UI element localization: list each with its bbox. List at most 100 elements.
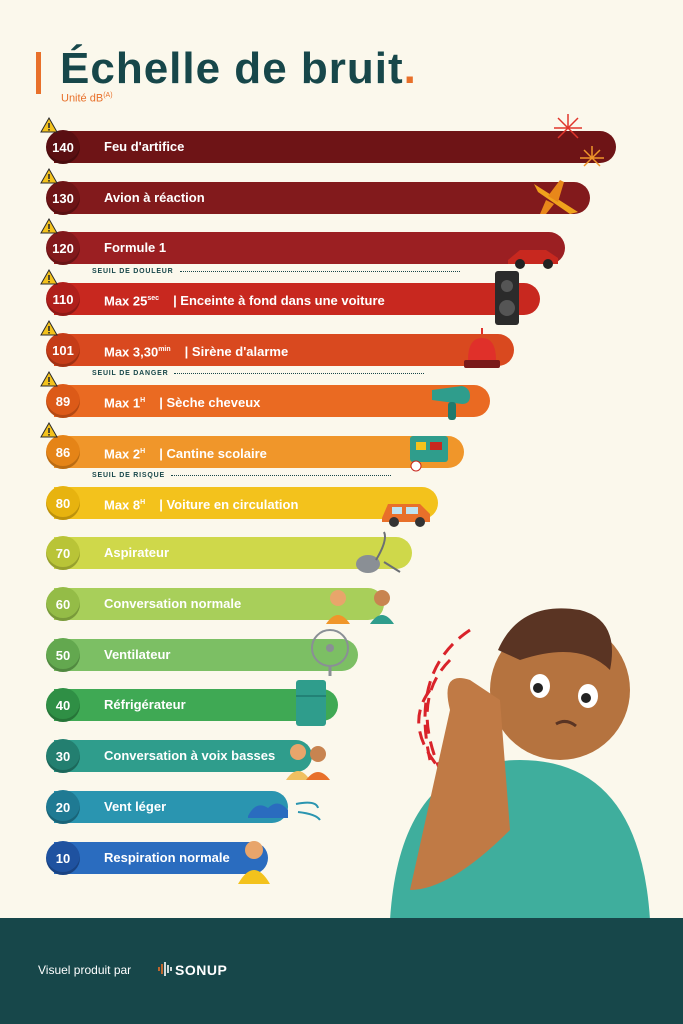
- page-title: Échelle de bruit.: [60, 44, 417, 93]
- noise-source-detail: | Voiture en circulation: [159, 497, 299, 513]
- noise-source-detail: | Sèche cheveux: [159, 395, 261, 411]
- noise-level-bar: [54, 131, 616, 163]
- db-value-badge: 20: [46, 790, 80, 824]
- jet-icon: [534, 180, 578, 214]
- noise-source-text: Conversation à voix basses: [104, 748, 276, 763]
- duration-unit: H: [140, 448, 146, 455]
- noise-source-label: Max 2H | Cantine scolaire: [104, 436, 267, 468]
- noise-source-text: Formule 1: [104, 240, 167, 255]
- noise-source-text: Max 3,30: [104, 344, 159, 360]
- fireworks-icon: [554, 114, 604, 167]
- fridge-icon: [296, 680, 326, 726]
- noise-source-text: Max 2: [104, 446, 141, 462]
- db-value-badge: 80: [46, 486, 80, 520]
- fan-icon: [311, 629, 349, 676]
- noise-source-text: Max 25: [104, 293, 148, 309]
- sonup-logo-icon: [158, 962, 172, 976]
- noise-source-label: Réfrigérateur: [104, 689, 186, 721]
- noise-level-bar: [54, 689, 338, 721]
- db-value-badge: 60: [46, 587, 80, 621]
- person-covering-ear-illustration: [390, 608, 650, 920]
- noise-source-label: Ventilateur: [104, 639, 170, 671]
- noise-source-text: Feu d'artifice: [104, 139, 185, 154]
- db-value-badge: 89: [46, 384, 80, 418]
- wind-icon: [248, 801, 321, 821]
- title-accent-bar: [36, 52, 41, 94]
- noise-source-label: Formule 1: [104, 232, 166, 264]
- footer-credit: Visuel produit par: [38, 963, 132, 977]
- warning-icon: [40, 320, 58, 336]
- db-value-badge: 70: [46, 536, 80, 570]
- threshold-pain: SEUIL DE DOULEUR: [92, 268, 460, 275]
- unit-label: Unité dB(A): [61, 92, 113, 105]
- duration-unit: H: [140, 499, 146, 506]
- car-icon: [382, 504, 430, 527]
- db-value-badge: 101: [46, 333, 80, 367]
- noise-source-label: Aspirateur: [104, 537, 169, 569]
- noise-source-label: Avion à réaction: [104, 182, 205, 214]
- noise-source-label: Max 3,30min | Sirène d'alarme: [104, 334, 288, 366]
- warning-icon: [40, 371, 58, 387]
- footer: [0, 918, 683, 1024]
- noise-level-bar: [54, 436, 464, 468]
- db-value-badge: 130: [46, 181, 80, 215]
- noise-source-text: Max 8: [104, 497, 141, 513]
- noise-source-label: Conversation à voix basses: [104, 740, 275, 772]
- noise-level-bar: [54, 740, 312, 772]
- duration-unit: sec: [147, 295, 160, 302]
- noise-source-detail: | Cantine scolaire: [159, 446, 267, 462]
- noise-level-bar: [54, 385, 490, 417]
- noise-source-label: Vent léger: [104, 791, 166, 823]
- threshold-risk: SEUIL DE RISQUE: [92, 472, 391, 479]
- whisper-people-icon: [286, 744, 330, 780]
- noise-source-text: Vent léger: [104, 799, 167, 814]
- noise-level-bar: [54, 182, 590, 214]
- warning-icon: [40, 168, 58, 184]
- warning-icon: [40, 117, 58, 133]
- noise-source-detail: | Enceinte à fond dans une voiture: [173, 293, 385, 309]
- warning-icon: [40, 218, 58, 234]
- conversation-people-icon: [326, 590, 394, 624]
- noise-source-text: Max 1: [104, 395, 141, 411]
- noise-level-bar: [54, 842, 268, 874]
- noise-source-text: Réfrigérateur: [104, 697, 186, 712]
- noise-source-text: Conversation normale: [104, 596, 242, 611]
- noise-source-label: Max 8H | Voiture en circulation: [104, 487, 298, 519]
- db-value-badge: 30: [46, 739, 80, 773]
- db-value-badge: 10: [46, 841, 80, 875]
- noise-source-label: Feu d'artifice: [104, 131, 184, 163]
- noise-source-label: Max 25sec | Enceinte à fond dans une voit…: [104, 283, 385, 315]
- brand-name: SONUP: [175, 962, 228, 978]
- noise-level-bar: [54, 283, 540, 315]
- db-value-badge: 110: [46, 282, 80, 316]
- warning-icon: [40, 269, 58, 285]
- warning-icon: [40, 422, 58, 438]
- noise-level-bar: [54, 537, 412, 569]
- noise-source-label: Max 1H | Sèche cheveux: [104, 385, 260, 417]
- breathing-person-icon: [238, 841, 270, 884]
- noise-source-text: Avion à réaction: [104, 190, 205, 205]
- db-value-badge: 86: [46, 435, 80, 469]
- noise-source-text: Ventilateur: [104, 647, 171, 662]
- noise-source-label: Respiration normale: [104, 842, 230, 874]
- race-car-icon: [508, 250, 558, 269]
- alarm-siren-icon: [464, 328, 500, 368]
- threshold-danger: SEUIL DE DANGER: [92, 370, 425, 377]
- noise-source-text: Aspirateur: [104, 545, 170, 560]
- noise-source-label: Conversation normale: [104, 588, 241, 620]
- canteen-icon: [410, 436, 448, 472]
- noise-level-bar: [54, 232, 565, 264]
- noise-level-bar: [54, 588, 384, 620]
- hair-dryer-icon: [432, 386, 470, 420]
- db-value-badge: 40: [46, 688, 80, 722]
- noise-source-detail: | Sirène d'alarme: [184, 344, 289, 360]
- noise-source-text: Respiration normale: [104, 850, 230, 865]
- vacuum-icon: [356, 531, 401, 573]
- db-value-badge: 50: [46, 638, 80, 672]
- noise-level-bar: [54, 639, 358, 671]
- db-value-badge: 120: [46, 231, 80, 265]
- speaker-icon: [495, 271, 519, 325]
- db-value-badge: 140: [46, 130, 80, 164]
- noise-level-bar: [54, 334, 514, 366]
- noise-level-bar: [54, 487, 438, 519]
